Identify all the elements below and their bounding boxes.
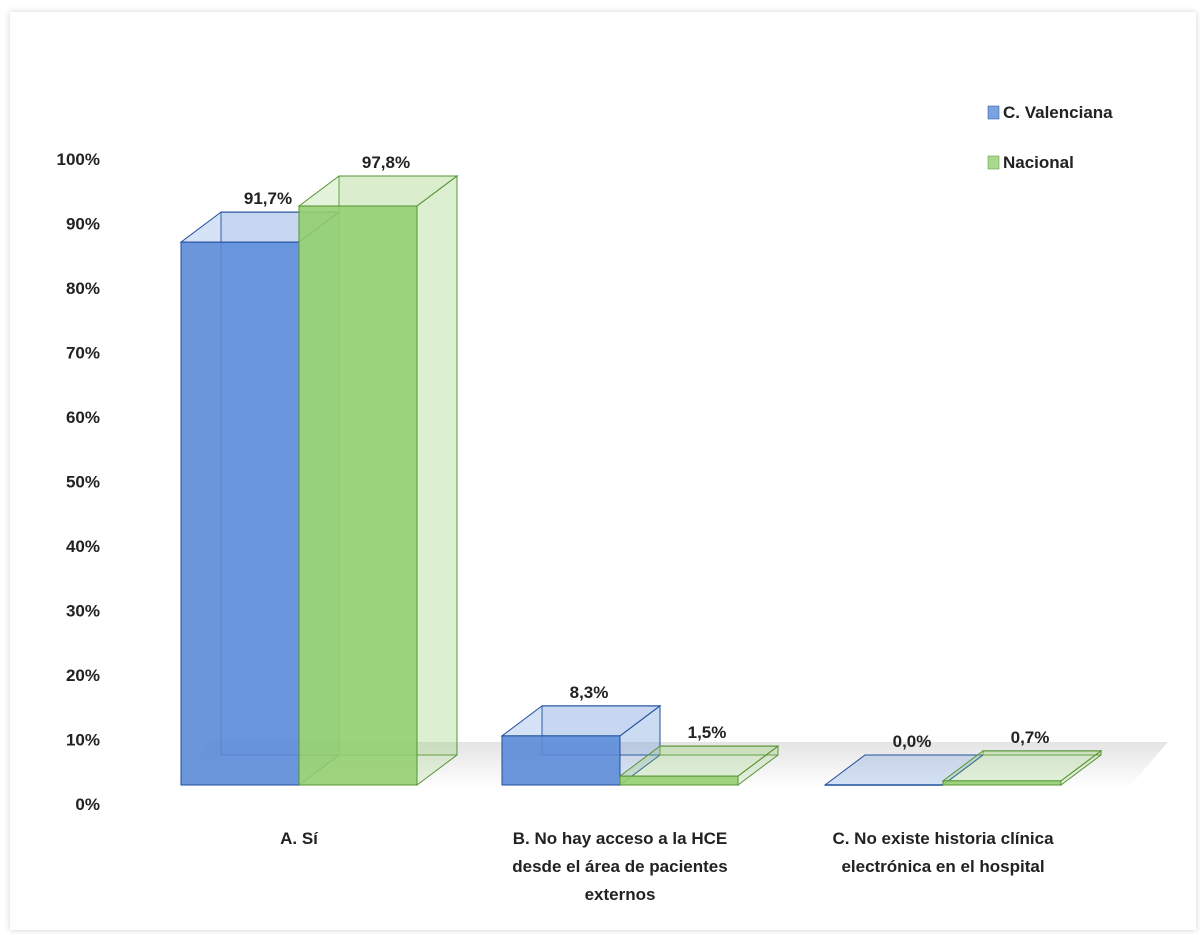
data-label: 0,0% xyxy=(893,732,932,751)
y-tick-label: 60% xyxy=(66,408,100,427)
legend-label: C. Valenciana xyxy=(1003,103,1113,122)
category-labels: A. Sí B. No hay acceso a la HCE desde el á… xyxy=(280,829,1054,904)
bar-front-face xyxy=(501,735,621,786)
bar-front-face xyxy=(180,241,300,786)
data-label: 97,8% xyxy=(362,153,410,172)
y-tick-label: 30% xyxy=(66,602,100,621)
y-tick-label: 90% xyxy=(66,215,100,234)
y-tick-label: 0% xyxy=(75,795,100,814)
bar-1-0 xyxy=(297,175,459,786)
bar-0-1 xyxy=(500,704,662,786)
data-labels: 91,7% 97,8% 8,3% 1,5% 0,0% 0,7% xyxy=(244,153,1049,751)
y-tick-label: 100% xyxy=(57,150,100,169)
data-label: 91,7% xyxy=(244,189,292,208)
legend-label: Nacional xyxy=(1003,153,1074,172)
bar-front-face xyxy=(619,775,739,786)
category-label: C. No existe historia clínica xyxy=(832,829,1054,848)
legend-swatch xyxy=(987,105,1000,120)
bar-1-2 xyxy=(941,749,1103,786)
category-label: B. No hay acceso a la HCE xyxy=(513,829,727,848)
legend: C. Valenciana Nacional xyxy=(987,103,1113,172)
data-label: 1,5% xyxy=(688,723,727,742)
bars xyxy=(179,175,1103,786)
y-tick-label: 10% xyxy=(66,731,100,750)
bar-side-face xyxy=(416,175,458,786)
data-label: 0,7% xyxy=(1011,728,1050,747)
data-label: 8,3% xyxy=(570,683,609,702)
y-axis-tick-labels: 0% 10% 20% 30% 40% 50% 60% 70% 80% 90% 100% xyxy=(57,150,100,814)
y-tick-label: 80% xyxy=(66,279,100,298)
bar-front-face xyxy=(942,780,1062,786)
legend-swatch xyxy=(987,155,1000,170)
bar-front-face xyxy=(298,205,418,786)
category-label: desde el área de pacientes xyxy=(512,857,727,876)
category-label: A. Sí xyxy=(280,829,319,848)
y-tick-label: 40% xyxy=(66,537,100,556)
chart-canvas: 0%10%20%30%40%50%60%70%80%90%100% 91,7%9… xyxy=(57,103,1168,904)
bar-1-1 xyxy=(618,745,780,786)
y-tick-label: 50% xyxy=(66,473,100,492)
category-label: externos xyxy=(585,885,656,904)
y-tick-label: 20% xyxy=(66,666,100,685)
category-label: electrónica en el hospital xyxy=(841,857,1044,876)
chart-frame: 0% 10% 20% 30% 40% 50% 60% 70% 80% 90% 100% 91,7% 9… xyxy=(10,12,1196,930)
y-tick-label: 70% xyxy=(66,344,100,363)
bar-0-2 xyxy=(823,754,985,786)
chart-floor xyxy=(170,742,1168,788)
